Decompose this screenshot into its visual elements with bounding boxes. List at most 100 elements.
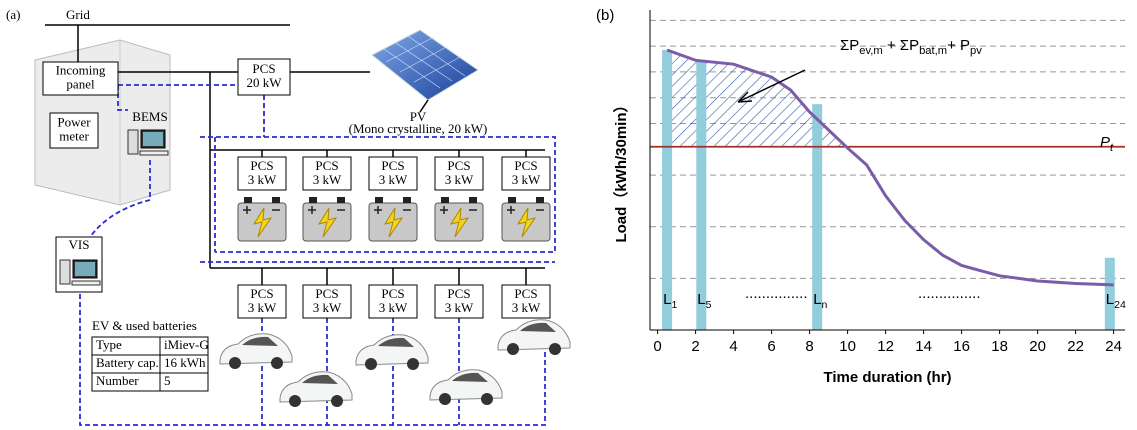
x-tick-label: 10 xyxy=(839,338,856,355)
power-meter-line: meter xyxy=(59,128,89,143)
bar-label-part: n xyxy=(822,299,828,311)
x-tick-label: 14 xyxy=(915,338,932,355)
threshold-label-part: P xyxy=(1100,134,1110,151)
annotation-part: + P xyxy=(947,37,970,54)
figure: (a) Grid Incomingpanel Powermeter PCS 20 kW BE… xyxy=(0,0,1137,430)
table-text: iMiev-G xyxy=(164,337,209,352)
table-text: 16 kWh xyxy=(164,355,206,370)
x-tick-label: 12 xyxy=(877,338,894,355)
incoming-panel-line: Incoming xyxy=(56,62,106,77)
ev-pcs: PCS3 kW xyxy=(512,286,541,315)
battery-pcs-line: PCS xyxy=(447,158,470,173)
battery-pcs-line: 3 kW xyxy=(445,172,474,187)
car-wheel xyxy=(289,395,301,407)
annotation-part: ΣP xyxy=(840,37,859,54)
panel-label: (b) xyxy=(596,7,614,24)
bar xyxy=(662,50,672,330)
ev-title: EV & used batteries xyxy=(92,318,197,333)
ev-pcs-line: 3 kW xyxy=(248,300,277,315)
battery-pcs-line: PCS xyxy=(381,158,404,173)
battery-terminal xyxy=(441,197,449,203)
pcs-main-line: 20 kW xyxy=(246,75,282,90)
grid-label: Grid xyxy=(66,7,90,22)
battery-terminal xyxy=(469,197,477,203)
table-text: Battery cap. xyxy=(96,355,159,370)
x-axis-label: Time duration (hr) xyxy=(823,369,951,386)
car-wheel xyxy=(407,358,419,370)
bems-label: BEMS xyxy=(132,109,167,124)
car-wheel xyxy=(439,393,451,405)
battery-pcs-line: 3 kW xyxy=(313,172,342,187)
incoming-panel-line: panel xyxy=(66,76,95,91)
bar-label-part: L xyxy=(697,291,705,308)
x-tick-label: 8 xyxy=(805,338,813,355)
car-wheel xyxy=(365,358,377,370)
vis-label: VIS xyxy=(69,237,90,252)
ev-pcs-line: 3 kW xyxy=(313,300,342,315)
annotation-part: ev,m xyxy=(859,45,882,57)
car-wheel xyxy=(271,357,283,369)
bar-label: Ln xyxy=(813,291,827,311)
pc-keyboard xyxy=(72,281,100,285)
bar-label-part: 1 xyxy=(671,299,677,311)
battery-terminal xyxy=(375,197,383,203)
battery-terminal xyxy=(244,197,252,203)
battery-pcs: PCS3 kW xyxy=(313,158,342,187)
x-tick-label: 22 xyxy=(1067,338,1084,355)
pc-tower xyxy=(60,260,70,284)
bar-label-part: 5 xyxy=(706,299,712,311)
power-meter-line: Power xyxy=(57,114,91,129)
bar xyxy=(696,62,706,330)
car-wheel xyxy=(331,395,343,407)
pc-screen xyxy=(75,262,95,276)
battery-pcs-line: PCS xyxy=(250,158,273,173)
pc-keyboard xyxy=(140,151,168,155)
y-axis-label: Load（kWh/30min） xyxy=(612,97,630,242)
x-tick-label: 4 xyxy=(729,338,737,355)
battery-pcs-line: PCS xyxy=(315,158,338,173)
dots: ............... xyxy=(918,285,981,302)
x-tick-label: 24 xyxy=(1105,338,1122,355)
bar-label: L24 xyxy=(1106,291,1126,311)
battery-pcs-line: PCS xyxy=(514,158,537,173)
car-wheel xyxy=(549,343,561,355)
pv-panel xyxy=(372,30,478,100)
battery-terminal xyxy=(309,197,317,203)
threshold-label-part: t xyxy=(1110,142,1114,154)
x-tick-label: 16 xyxy=(953,338,970,355)
power-meter: Powermeter xyxy=(57,114,91,143)
bar-label-part: L xyxy=(813,291,821,308)
x-tick-label: 18 xyxy=(991,338,1008,355)
ev-pcs-line: PCS xyxy=(514,286,537,301)
battery-pcs-line: 3 kW xyxy=(512,172,541,187)
battery-terminal xyxy=(272,197,280,203)
annotation-part: pv xyxy=(970,45,982,57)
battery-pcs-line: 3 kW xyxy=(379,172,408,187)
ev-pcs-line: PCS xyxy=(250,286,273,301)
annotation: ΣPev,m + ΣPbat,m+ Ppv xyxy=(840,37,982,57)
threshold-label: Pt xyxy=(1100,134,1114,154)
ev-pcs-line: PCS xyxy=(447,286,470,301)
car-wheel xyxy=(507,343,519,355)
car-wheel xyxy=(229,357,241,369)
pv-note: (Mono crystalline, 20 kW) xyxy=(349,121,488,136)
annotation-part: + ΣP xyxy=(883,37,919,54)
dots: ............... xyxy=(745,285,808,302)
x-tick-label: 0 xyxy=(653,338,661,355)
battery-pcs-line: 3 kW xyxy=(248,172,277,187)
panel-label: (a) xyxy=(6,7,20,22)
ev-pcs-line: PCS xyxy=(381,286,404,301)
battery-terminal xyxy=(403,197,411,203)
bar-label: L5 xyxy=(697,291,711,311)
x-tick-label: 20 xyxy=(1029,338,1046,355)
car-wheel xyxy=(481,393,493,405)
battery-terminal xyxy=(337,197,345,203)
